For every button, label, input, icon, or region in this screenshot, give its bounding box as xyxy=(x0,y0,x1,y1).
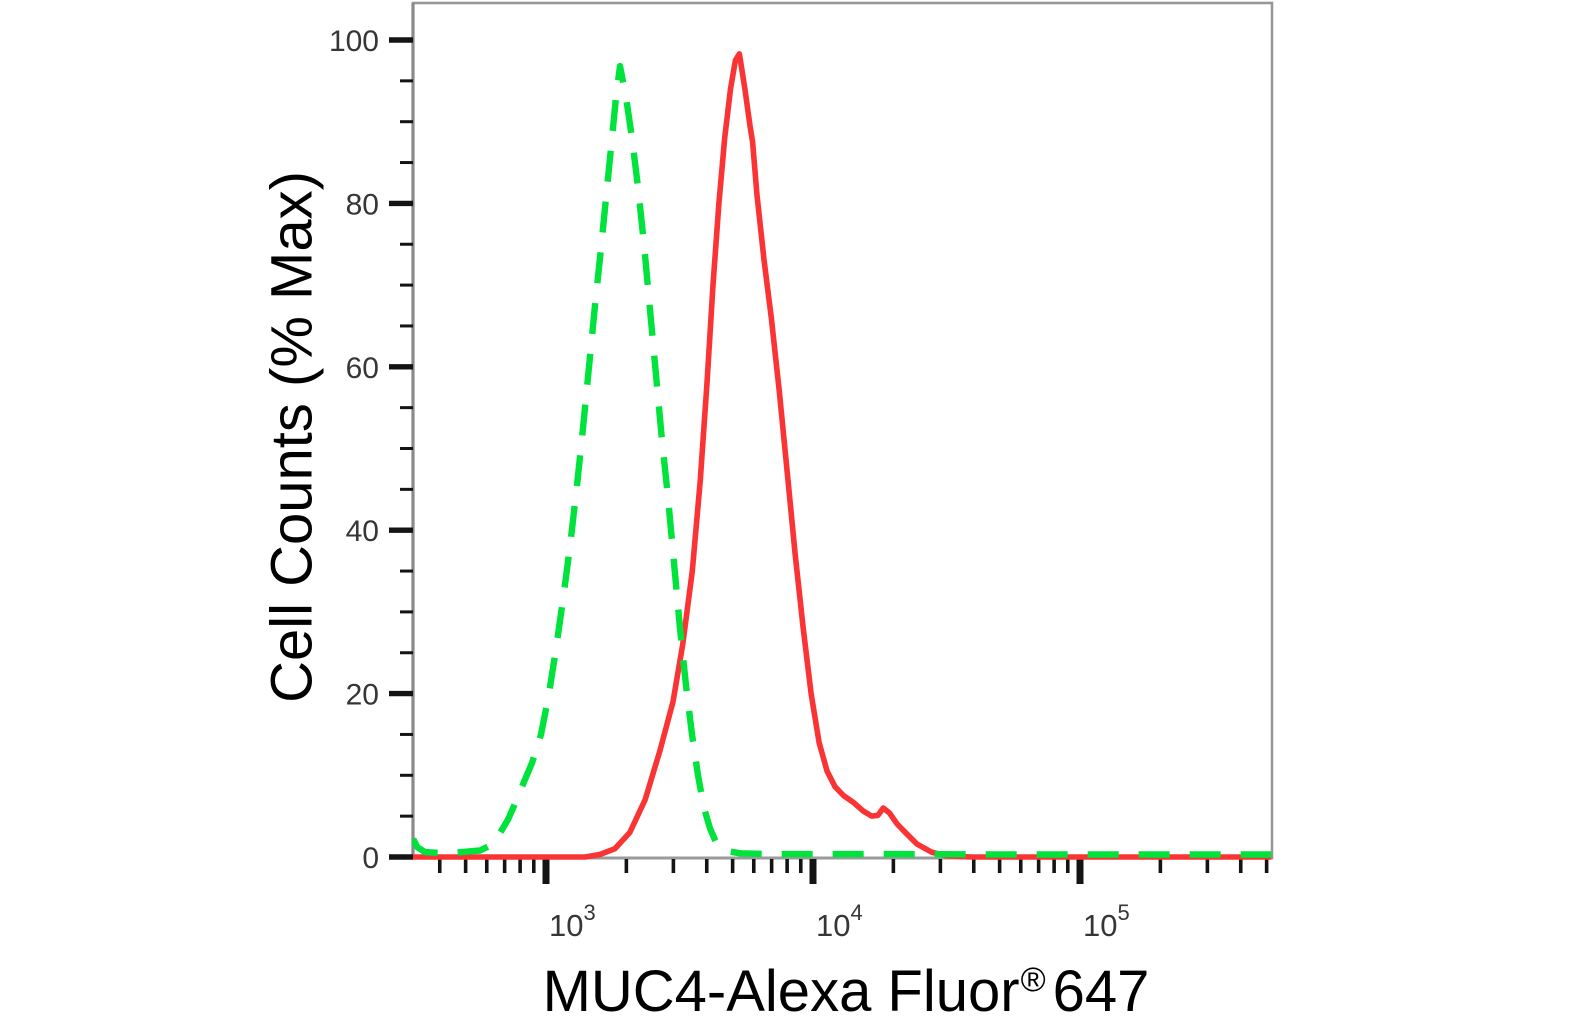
x-axis-title-text: MUC4-Alexa Fluor xyxy=(542,959,1020,1019)
x-axis-title-suffix: 647 xyxy=(1052,959,1150,1019)
y-tick-label: 100 xyxy=(329,25,379,58)
y-tick-label: 60 xyxy=(346,352,379,385)
x-tick-label: 105 xyxy=(1083,900,1130,943)
red-solid-curve xyxy=(413,51,1272,860)
x-axis-title: MUC4-Alexa Fluor® 647 xyxy=(543,958,1150,1019)
y-tick-label: 20 xyxy=(346,679,379,712)
y-tick-label: 0 xyxy=(362,842,379,875)
y-axis-ticks: 0 20 40 60 80 100 xyxy=(329,25,413,875)
x-axis-ticks: 103 104 105 xyxy=(437,859,1269,943)
y-axis-title: Cell Counts (% Max) xyxy=(259,171,325,703)
x-tick-label: 104 xyxy=(816,900,863,943)
x-tick-label: 103 xyxy=(549,900,596,943)
registered-trademark-symbol: ® xyxy=(1020,961,1046,999)
y-tick-label: 40 xyxy=(346,515,379,548)
green-dashed-curve xyxy=(412,62,1272,858)
y-tick-label: 80 xyxy=(346,188,379,221)
curves xyxy=(412,51,1272,860)
